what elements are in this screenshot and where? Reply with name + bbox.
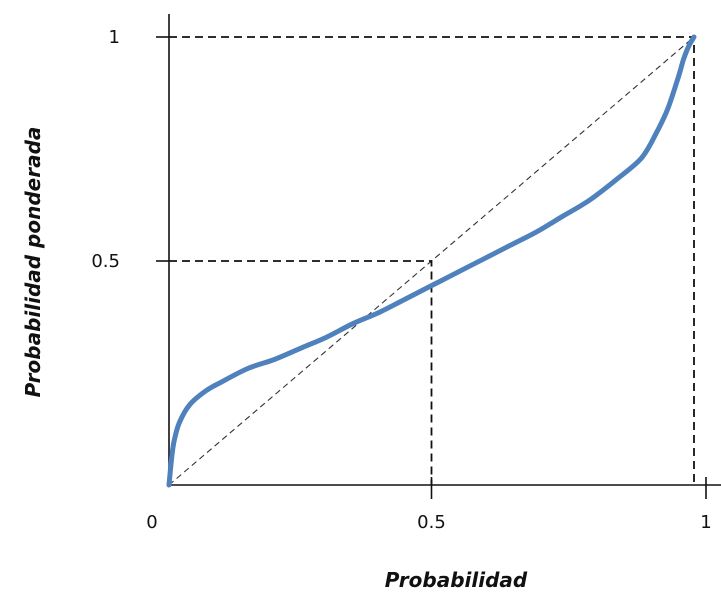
tick-layer: 0 0.5 1 0.5 1 <box>91 27 711 533</box>
y-axis-title: Probabilidad ponderada <box>21 127 45 398</box>
x-tick-label: 0.5 <box>417 512 446 533</box>
x-tick-label: 0 <box>146 512 157 533</box>
axes <box>168 14 721 486</box>
series-layer <box>166 34 697 488</box>
x-tick-label: 1 <box>700 512 711 533</box>
y-tick-label: 0.5 <box>91 251 120 272</box>
x-axis-title: Probabilidad <box>385 568 528 592</box>
weighting-curve-1 <box>166 34 697 488</box>
y-tick-label: 1 <box>109 27 120 48</box>
guide-line-1 <box>169 260 433 485</box>
